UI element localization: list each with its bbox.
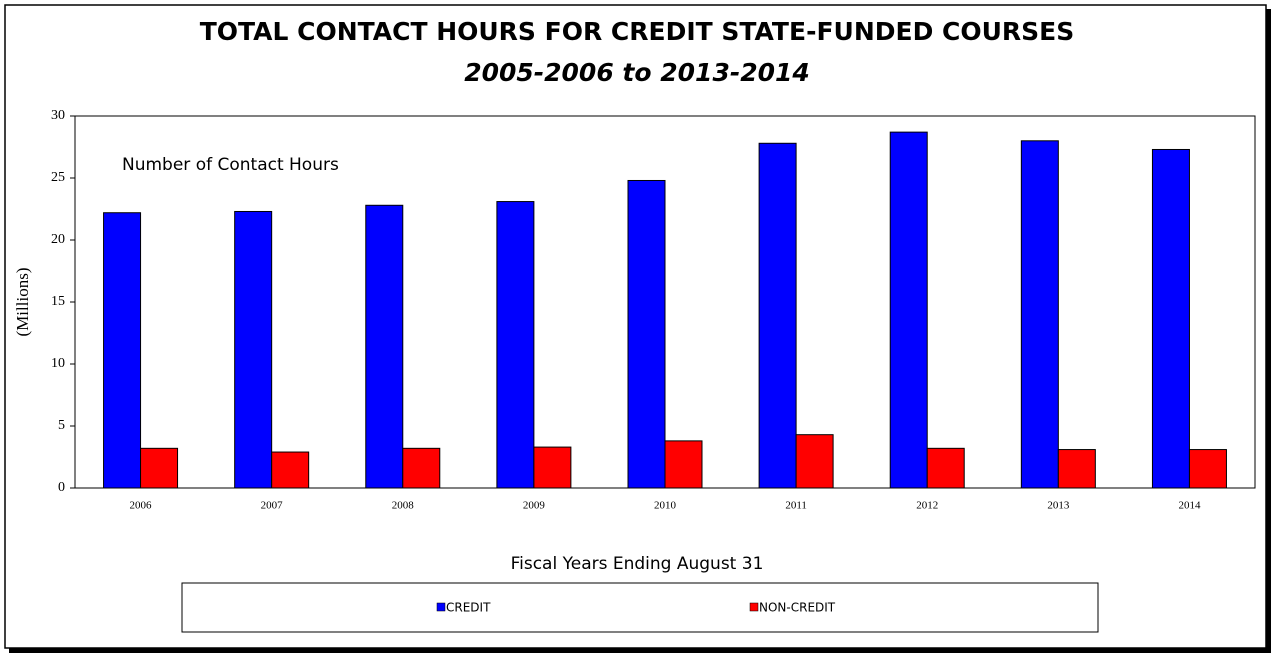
x-tick-label: 2013: [1047, 500, 1070, 512]
bar: [140, 447, 179, 489]
bar: [1057, 449, 1096, 489]
y-tick-label: 15: [51, 294, 65, 309]
bar: [627, 179, 666, 489]
y-tick-label: 30: [51, 108, 65, 123]
bar: [1151, 148, 1190, 489]
x-axis-label: Fiscal Years Ending August 31: [511, 554, 764, 574]
x-tick-label: 2006: [130, 500, 153, 512]
legend-swatch: [749, 602, 759, 612]
bar: [1020, 140, 1059, 489]
y-tick-label: 20: [51, 232, 65, 247]
bar: [1188, 449, 1227, 489]
bar: [496, 201, 535, 489]
chart-subtitle: 2005-2006 to 2013-2014: [464, 58, 810, 87]
x-tick-label: 2010: [654, 500, 677, 512]
bar: [664, 440, 703, 489]
bar: [271, 451, 310, 489]
y-tick-label: 5: [58, 418, 65, 433]
bar: [926, 447, 965, 489]
y-tick-label: 0: [58, 480, 65, 495]
legend-label: CREDIT: [446, 601, 491, 615]
chart-title: TOTAL CONTACT HOURS FOR CREDIT STATE-FUN…: [200, 17, 1075, 46]
y-tick-label: 25: [51, 170, 65, 185]
legend-box: [181, 582, 1099, 633]
legend-label: NON-CREDIT: [759, 601, 836, 615]
x-tick-label: 2014: [1178, 500, 1201, 512]
annotation: Number of Contact Hours: [122, 155, 339, 175]
bar: [889, 131, 928, 489]
bar: [103, 212, 142, 489]
legend-swatch: [436, 602, 446, 612]
bar: [533, 446, 572, 489]
bar: [365, 204, 404, 489]
x-tick-label: 2007: [261, 500, 284, 512]
bar: [758, 142, 797, 489]
x-tick-label: 2012: [916, 500, 938, 512]
x-tick-label: 2008: [392, 500, 415, 512]
bar: [234, 210, 273, 489]
y-tick-label: 10: [51, 356, 65, 371]
bar: [402, 447, 441, 489]
x-tick-label: 2011: [785, 500, 807, 512]
x-tick-label: 2009: [523, 500, 546, 512]
bar: [795, 434, 834, 489]
y-axis-label: (Millions): [13, 268, 32, 337]
